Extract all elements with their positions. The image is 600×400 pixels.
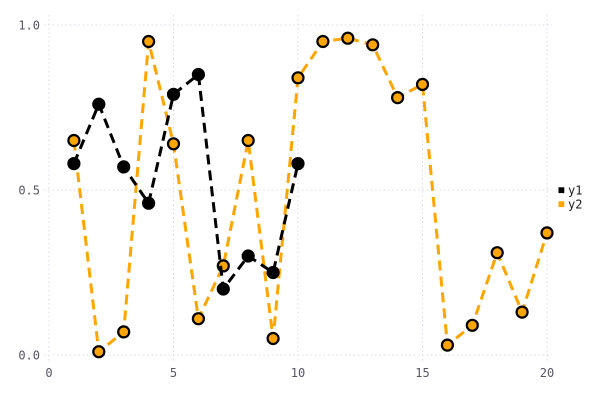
x-tick-label: 10	[291, 366, 305, 380]
series-marker-y2	[341, 31, 355, 45]
legend-swatch-y2	[558, 201, 565, 208]
y-tick-label: 0.5	[18, 184, 40, 198]
x-tick-label: 15	[415, 366, 429, 380]
x-tick-label: 0	[45, 366, 52, 380]
series-marker-y1	[241, 249, 255, 263]
series-marker-y2	[216, 259, 230, 273]
series-marker-y1	[67, 157, 81, 171]
series-marker-y1	[142, 196, 156, 210]
series-marker-y2	[67, 133, 81, 148]
series-marker-y2	[266, 331, 280, 346]
series-line-y2	[72, 36, 549, 355]
series-marker-y2	[540, 226, 554, 240]
series-marker-y1	[291, 157, 305, 171]
series-marker-y2	[117, 325, 131, 339]
series-marker-y2	[366, 38, 380, 52]
legend-swatch-y1	[558, 187, 565, 194]
series-marker-y2	[92, 345, 106, 359]
legend-label-y1: y1	[568, 183, 582, 197]
y-tick-label: 0.0	[18, 349, 40, 363]
series-marker-y2	[316, 34, 330, 49]
x-tick-label: 5	[170, 366, 177, 380]
series-marker-y1	[117, 160, 131, 174]
series-marker-y2	[241, 133, 255, 148]
series-marker-y1	[166, 87, 181, 101]
series-marker-y1	[266, 265, 280, 280]
series-line-y1	[72, 71, 300, 293]
series-marker-y2	[166, 137, 181, 151]
series-marker-y2	[291, 71, 305, 85]
series-marker-y2	[191, 312, 205, 326]
series-marker-y2	[415, 77, 430, 92]
legend-label-y2: y2	[568, 197, 582, 211]
series-marker-y2	[391, 90, 405, 105]
series-marker-y1	[216, 282, 230, 296]
series-marker-y2	[490, 246, 504, 260]
series-marker-y2	[515, 305, 529, 319]
x-tick-label: 20	[540, 366, 554, 380]
series-marker-y2	[142, 34, 156, 49]
y-tick-label: 1.0	[18, 19, 40, 33]
series-marker-y2	[440, 338, 454, 352]
series-marker-y1	[191, 67, 205, 82]
series-marker-y1	[92, 97, 106, 111]
series-marker-y2	[465, 318, 479, 332]
